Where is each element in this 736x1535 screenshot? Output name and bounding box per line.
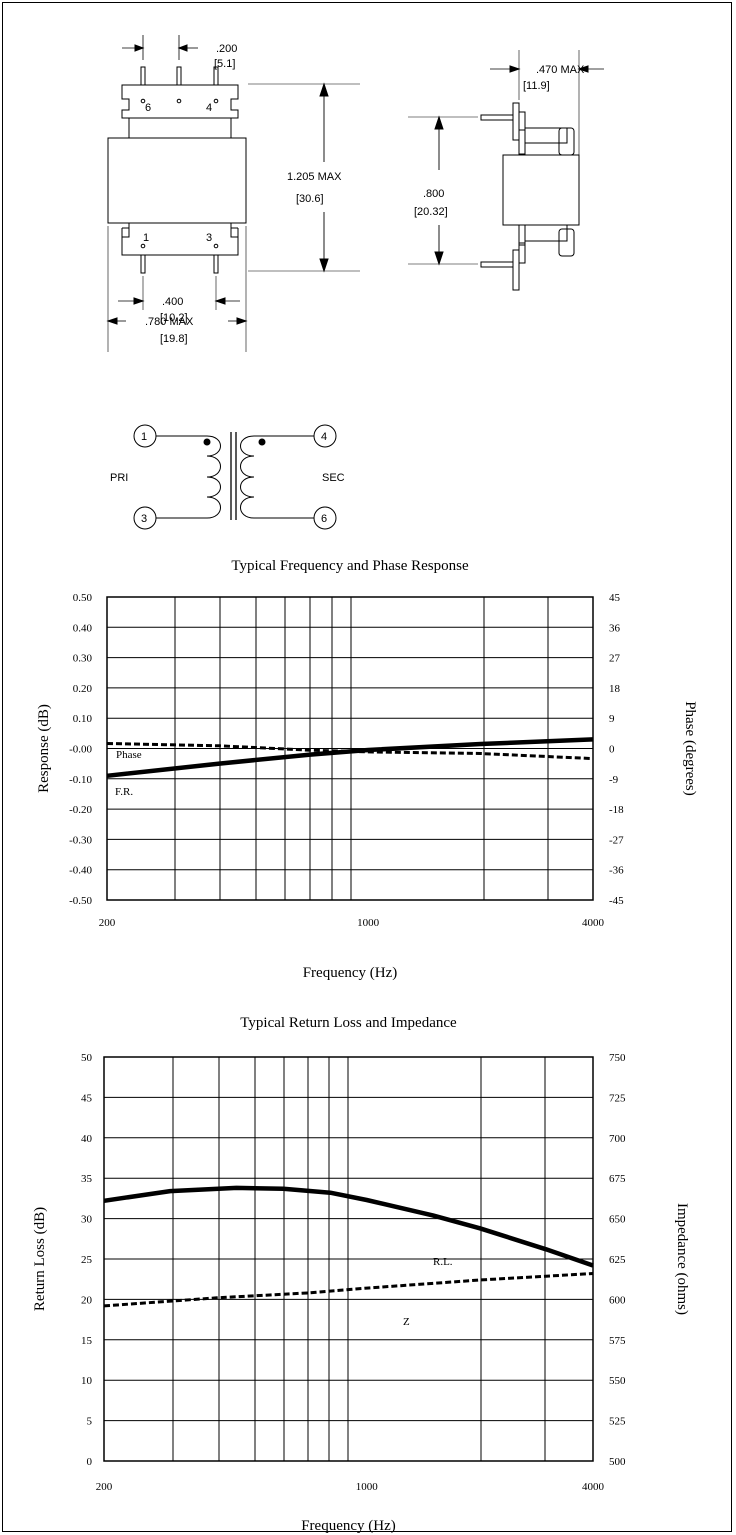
x-tick-label: 4000 xyxy=(582,917,605,929)
chart-title: Typical Frequency and Phase Response xyxy=(231,558,469,574)
y-axis-label: Return Loss (dB) xyxy=(32,1207,48,1311)
y2-tick-label: -36 xyxy=(609,865,624,877)
y2-tick-label: -27 xyxy=(609,834,624,846)
polarity-dot-secondary xyxy=(258,438,266,446)
y-tick-label: 40 xyxy=(81,1133,93,1145)
x-tick-label: 200 xyxy=(96,1481,113,1493)
y2-tick-label: -18 xyxy=(609,804,624,816)
x-axis-label: Frequency (Hz) xyxy=(303,965,398,981)
y-tick-label: 5 xyxy=(87,1416,93,1428)
y-tick-label: 0 xyxy=(87,1456,93,1468)
dim-side-spacing-mm: [20.32] xyxy=(414,206,448,218)
dim-pitch-mm: [5.1] xyxy=(214,58,235,70)
series-label-fr: F.R. xyxy=(115,786,133,798)
y-tick-label: -0.30 xyxy=(69,834,92,846)
series-label-rl: R.L. xyxy=(433,1256,453,1268)
y-tick-label: 10 xyxy=(81,1375,93,1387)
dim-pitch: .200 xyxy=(216,43,237,55)
y2-tick-label: -9 xyxy=(609,774,619,786)
y-tick-label: 0.50 xyxy=(73,592,93,604)
y-tick-label: 0.30 xyxy=(73,653,93,665)
x-tick-label: 4000 xyxy=(582,1481,605,1493)
y-tick-label: 25 xyxy=(81,1254,93,1266)
x-tick-label: 1000 xyxy=(356,1481,379,1493)
y2-tick-label: 500 xyxy=(609,1456,626,1468)
pri-label: PRI xyxy=(110,472,128,484)
x-axis-label: Frequency (Hz) xyxy=(301,1518,396,1534)
y-tick-label: 0.20 xyxy=(73,683,93,695)
chart-title: Typical Return Loss and Impedance xyxy=(240,1015,457,1031)
schem-pin-4: 4 xyxy=(321,431,327,443)
front-view xyxy=(106,35,360,352)
pin-label-1: 1 xyxy=(143,232,149,244)
y-tick-label: 0.40 xyxy=(73,622,93,634)
series-z xyxy=(103,1272,594,1308)
y2-tick-label: 700 xyxy=(609,1133,626,1145)
y2-tick-label: 18 xyxy=(609,683,621,695)
y-tick-label: 20 xyxy=(81,1294,93,1306)
schem-pin-1: 1 xyxy=(141,431,147,443)
y2-tick-label: 45 xyxy=(609,592,621,604)
y-tick-label: -0.50 xyxy=(69,895,92,907)
y2-axis-label: Phase (degrees) xyxy=(682,701,698,796)
pin-label-6: 6 xyxy=(145,102,151,114)
x-tick-label: 200 xyxy=(99,917,116,929)
y2-tick-label: 725 xyxy=(609,1092,626,1104)
y-tick-label: -0.10 xyxy=(69,774,92,786)
dim-row-spacing: .400 xyxy=(162,296,183,308)
dim-row-spacing-mm: [10.2] xyxy=(160,312,188,324)
pin-label-4: 4 xyxy=(206,102,212,114)
series-label-phase: Phase xyxy=(116,749,142,761)
y-tick-label: -0.00 xyxy=(69,744,92,756)
dim-height: 1.205 MAX xyxy=(287,171,342,183)
frequency-phase-chart: Typical Frequency and Phase Response 0.50… xyxy=(36,558,698,981)
dim-width-mm: [19.8] xyxy=(160,333,188,345)
y2-tick-label: -45 xyxy=(609,895,624,907)
dim-depth: .470 MAX xyxy=(536,64,585,76)
y2-tick-label: 0 xyxy=(609,744,615,756)
y-axis-label: Response (dB) xyxy=(36,704,52,793)
y2-tick-label: 27 xyxy=(609,653,621,665)
series-label-z: Z xyxy=(403,1316,410,1328)
y2-tick-label: 675 xyxy=(609,1173,626,1185)
dim-width: .780 MAX xyxy=(145,316,194,328)
polarity-dot-primary xyxy=(203,438,211,446)
y-tick-label: 35 xyxy=(81,1173,93,1185)
series-rl xyxy=(103,1185,594,1268)
y2-tick-label: 9 xyxy=(609,713,615,725)
y-tick-label: 50 xyxy=(81,1052,93,1064)
sec-label: SEC xyxy=(322,472,345,484)
y2-tick-label: 625 xyxy=(609,1254,626,1266)
transformer-schematic xyxy=(133,424,337,530)
series-fr xyxy=(106,737,594,779)
y-tick-label: -0.20 xyxy=(69,804,92,816)
return-loss-impedance-chart: Typical Return Loss and Impedance5045403… xyxy=(32,1015,690,1534)
series-phase xyxy=(106,742,594,761)
dim-height-mm: [30.6] xyxy=(296,193,324,205)
y2-tick-label: 550 xyxy=(609,1375,626,1387)
y2-tick-label: 36 xyxy=(609,622,621,634)
dim-depth-mm: [11.9] xyxy=(523,80,550,92)
side-view xyxy=(408,50,604,291)
x-tick-label: 1000 xyxy=(357,917,380,929)
y2-tick-label: 750 xyxy=(609,1052,626,1064)
y2-tick-label: 575 xyxy=(609,1335,626,1347)
y-tick-label: 0.10 xyxy=(73,713,93,725)
schem-pin-3: 3 xyxy=(141,513,147,525)
y2-tick-label: 600 xyxy=(609,1294,626,1306)
y-tick-label: 30 xyxy=(81,1214,93,1226)
y-tick-label: 45 xyxy=(81,1092,93,1104)
y2-tick-label: 650 xyxy=(609,1214,626,1226)
y2-tick-label: 525 xyxy=(609,1416,626,1428)
dim-side-spacing: .800 xyxy=(423,188,444,200)
y-tick-label: 15 xyxy=(81,1335,93,1347)
pin-label-3: 3 xyxy=(206,232,212,244)
y2-axis-label: Impedance (ohms) xyxy=(674,1203,690,1315)
y-tick-label: -0.40 xyxy=(69,865,92,877)
schem-pin-6: 6 xyxy=(321,513,327,525)
